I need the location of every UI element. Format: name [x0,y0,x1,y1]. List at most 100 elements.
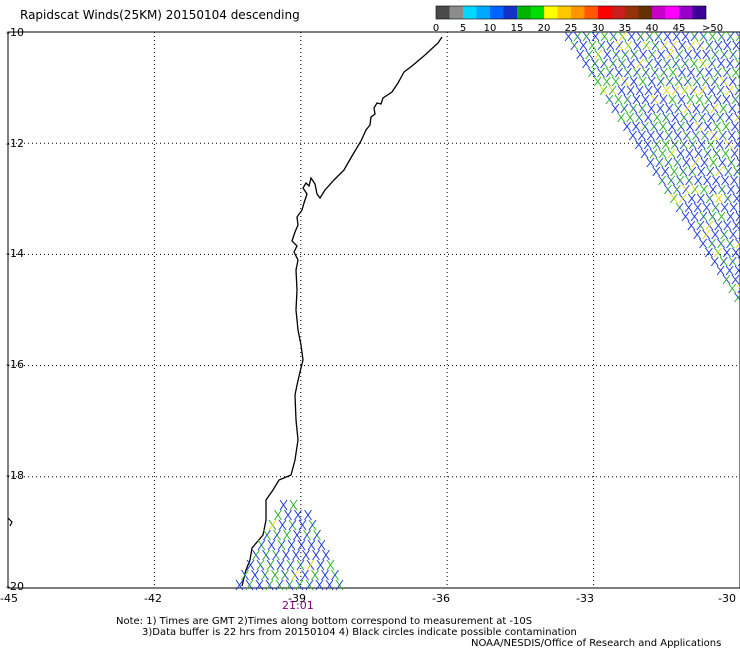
wind-barb [576,49,585,60]
wind-barb [627,31,636,42]
wind-barb [643,139,652,150]
wind-barb [714,40,723,51]
wind-barb [652,166,661,177]
wind-barb [694,175,702,186]
wind-barb [710,76,719,87]
wind-barb [294,509,302,521]
wind-barb [600,31,609,42]
wind-barb [720,202,729,213]
wind-barb [736,157,740,163]
wind-barb [632,94,641,105]
swath-time-label: 21:01 [282,599,314,612]
wind-barb [638,76,647,87]
wind-barb [734,267,740,276]
wind-barb [723,193,732,204]
wind-barb [617,85,626,96]
wind-barb [720,49,729,60]
wind-barb [672,31,681,42]
wind-barb [684,202,693,213]
wind-barb [688,139,697,150]
wind-barb [685,148,694,159]
wind-barb [729,49,738,60]
wind-barb [593,76,602,87]
wind-barb [736,130,740,136]
note-line-3: NOAA/NESDIS/Office of Research and Appli… [471,638,722,649]
wind-barb [732,40,740,51]
wind-barb [718,157,727,168]
wind-barb [699,238,707,249]
wind-barb [696,40,705,51]
wind-barb [734,87,740,96]
wind-barb [705,40,714,51]
wind-barb [691,130,700,141]
wind-barb [265,579,274,591]
lon-label-33: -33 [576,592,594,605]
wind-barb [718,130,727,141]
wind-barb [262,549,270,561]
wind-barb [608,85,617,96]
wind-barb [628,130,637,141]
wind-barb [281,569,289,581]
wind-barb [687,67,695,78]
wind-barb [732,247,740,258]
colorbar-swatch [611,6,625,19]
wind-barb [721,148,730,159]
wind-barb [709,157,718,168]
wind-barb [728,103,737,114]
wind-barb [614,94,623,105]
wind-barb [667,175,675,186]
wind-barb [582,31,591,42]
plot-frame [7,31,740,589]
colorbar-swatch [503,6,517,19]
wind-barb [701,103,710,114]
wind-barb [656,103,665,114]
wind-barb [641,121,649,132]
wind-barb [731,94,740,105]
wind-barb [673,184,681,195]
wind-barb [713,121,721,132]
wind-barb [690,58,698,69]
wind-barb [713,94,722,105]
wind-barb [698,85,707,96]
wind-barb [699,58,707,69]
wind-barb [662,112,671,123]
colorbar-label: >50 knots [702,23,726,34]
wind-barb [298,519,307,531]
wind-barb [650,121,658,132]
wind-barb [717,31,726,42]
wind-barb [735,61,740,69]
wind-barb [326,559,335,571]
wind-barb [670,139,679,150]
wind-barb [728,283,737,294]
wind-barb [695,94,704,105]
wind-barb [708,31,717,42]
wind-barb [662,85,671,96]
wind-barb [626,112,635,123]
wind-barb [691,184,699,195]
wind-barb [664,157,673,168]
wind-barb [674,76,683,87]
wind-barb [649,148,658,159]
colorbar-swatch [436,6,450,19]
wind-barb [705,193,714,204]
lat-label-18: -18 [6,469,24,482]
wind-barb [271,569,279,581]
wind-barb [661,139,670,150]
colorbar-label: 10 [484,23,497,34]
lon-label-30: -30 [718,592,736,605]
wind-barb [634,139,643,150]
wind-barb [727,130,736,141]
wind-barb [707,112,716,123]
wind-barb [709,184,717,195]
wind-barb [600,58,608,69]
wind-barb [286,559,295,571]
wind-barb [722,274,731,285]
wind-barb [732,193,740,204]
wind-barb [719,103,728,114]
wind-barb [278,519,287,531]
wind-barb [588,40,597,51]
wind-barb [603,49,612,60]
wind-barb [331,569,339,581]
wind-barb [726,211,735,222]
